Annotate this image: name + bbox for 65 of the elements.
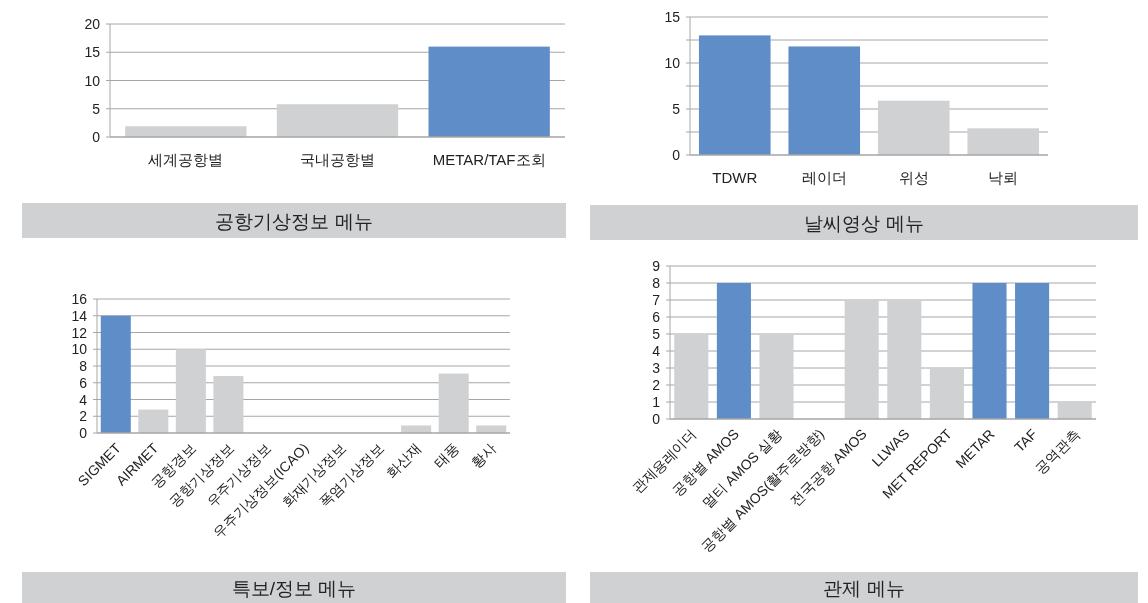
y-tick-label: 10 (84, 72, 101, 89)
y-tick-label: 7 (652, 292, 661, 308)
x-tick-label: TAF (1010, 425, 1041, 456)
bar (716, 283, 751, 419)
y-tick-label: 0 (672, 147, 681, 163)
x-tick-label: TDWR (712, 169, 758, 186)
bar (276, 104, 399, 137)
y-tick-label: 6 (652, 309, 661, 325)
y-tick-label: 6 (79, 374, 88, 391)
bar (788, 46, 861, 155)
y-tick-label: 15 (84, 44, 101, 61)
bar (438, 373, 469, 433)
y-tick-label: 4 (79, 391, 88, 408)
y-tick-label: 5 (652, 326, 661, 342)
bar (929, 368, 964, 419)
text: 날씨영상 메뉴 (804, 212, 924, 234)
x-tick-label: METAR/TAF조회 (432, 151, 546, 168)
bar (100, 315, 131, 433)
bar (175, 349, 206, 433)
y-tick-label: 5 (92, 100, 101, 117)
y-tick-label: 0 (92, 129, 101, 145)
y-tick-label: 0 (79, 425, 88, 441)
bar (401, 425, 432, 433)
x-tick-label: 태풍 (430, 439, 462, 471)
bar (125, 126, 247, 137)
y-tick-label: 2 (652, 377, 661, 393)
bar (877, 100, 950, 155)
y-tick-label: 5 (672, 101, 681, 117)
bar (1057, 402, 1092, 419)
y-tick-label: 12 (71, 324, 88, 341)
bar (476, 425, 507, 433)
bar (138, 409, 169, 433)
y-tick-label: 2 (79, 408, 88, 425)
x-tick-label: 레이더 (801, 169, 847, 186)
y-tick-label: 16 (71, 291, 88, 307)
y-tick-label: 14 (71, 307, 88, 324)
text: 공항기상정보 메뉴 (215, 210, 373, 232)
y-tick-label: 8 (652, 275, 661, 291)
x-tick-label: 황사 (468, 439, 500, 471)
y-tick-label: 0 (652, 411, 661, 427)
bar (428, 46, 550, 137)
bar (887, 300, 922, 419)
bar (674, 334, 709, 419)
y-tick-label: 4 (652, 343, 661, 359)
bar (759, 334, 794, 419)
y-tick-label: 3 (652, 360, 661, 376)
text: 특보/정보 메뉴 (231, 577, 357, 599)
y-tick-label: 15 (664, 9, 681, 25)
x-tick-label: 위성 (898, 169, 929, 186)
x-tick-label: 국내공항별 (300, 151, 375, 168)
x-tick-label: 세계공항별 (148, 151, 224, 168)
y-tick-label: 1 (652, 394, 661, 410)
bar (698, 35, 771, 155)
bar (1015, 283, 1050, 419)
y-tick-label: 8 (79, 358, 88, 374)
text: 관제 메뉴 (823, 577, 905, 599)
y-tick-label: 10 (664, 55, 681, 71)
bar (213, 376, 244, 433)
x-tick-label: 낙뢰 (988, 169, 1019, 186)
bar (972, 283, 1007, 419)
bar (844, 300, 879, 419)
y-tick-label: 9 (652, 258, 661, 274)
y-tick-label: 10 (71, 341, 88, 358)
bar (967, 128, 1040, 155)
y-tick-label: 20 (84, 16, 101, 32)
